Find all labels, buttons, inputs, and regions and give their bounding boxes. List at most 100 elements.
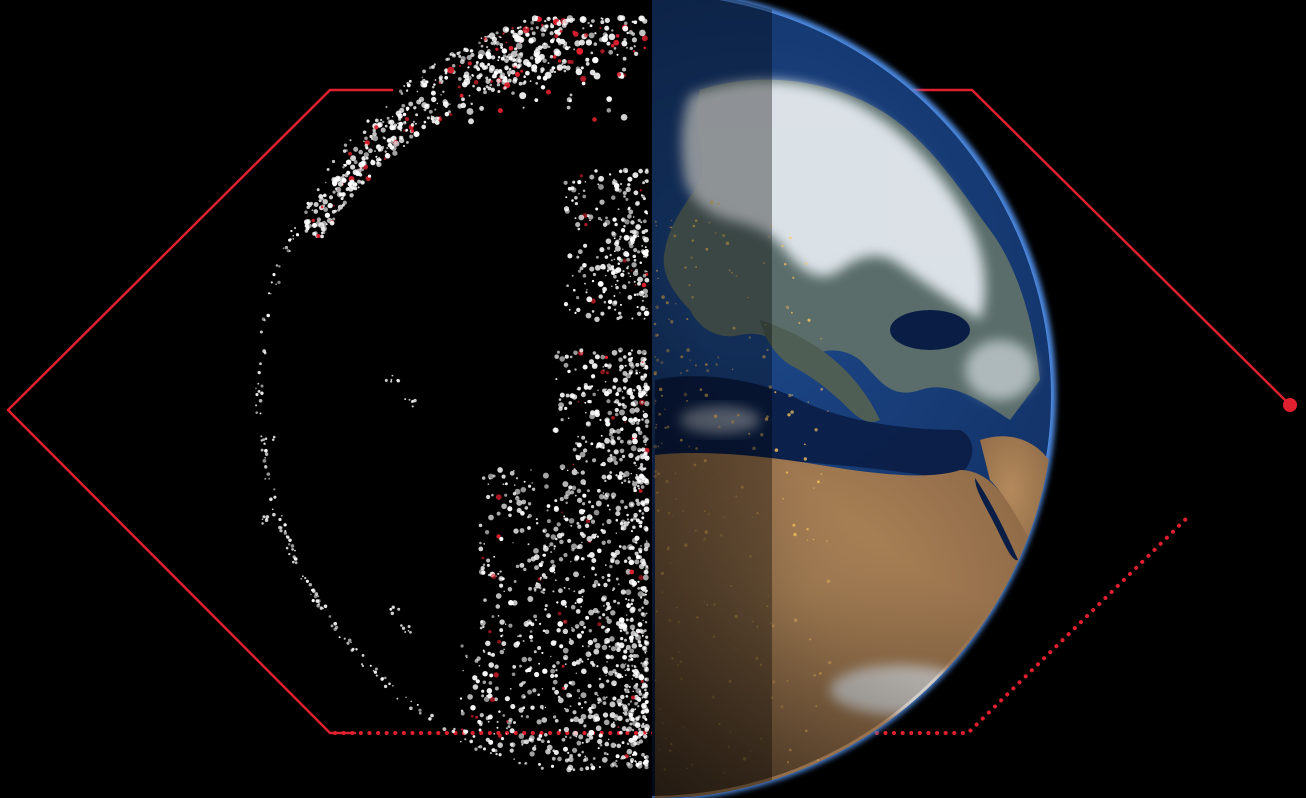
- city-light: [816, 759, 819, 762]
- cloud-point: [614, 245, 621, 252]
- cloud-point: [288, 250, 291, 253]
- cloud-point: [578, 192, 580, 195]
- cloud-point: [637, 487, 641, 490]
- cloud-point: [482, 563, 486, 567]
- cloud-point: [645, 732, 648, 735]
- cloud-point: [609, 454, 613, 457]
- cloud-point: [640, 724, 645, 729]
- cloud-point: [641, 645, 643, 647]
- cloud-point: [587, 385, 592, 390]
- cloud-point: [616, 743, 622, 749]
- cloud-point: [638, 489, 643, 493]
- cloud-point: [590, 519, 596, 524]
- cloud-point: [518, 634, 522, 638]
- cloud-point: [639, 465, 644, 471]
- cloud-point: [594, 691, 598, 696]
- cloud-point: [606, 399, 611, 404]
- cloud-point: [612, 217, 617, 222]
- cloud-point: [641, 449, 644, 452]
- cloud-point: [504, 66, 509, 71]
- cloud-point: [540, 590, 544, 594]
- cloud-point: [574, 494, 577, 497]
- cloud-point: [610, 551, 615, 557]
- cloud-point: [587, 658, 590, 661]
- cloud-point: [642, 722, 645, 725]
- cloud-point: [585, 62, 590, 66]
- cloud-point: [442, 90, 445, 94]
- cloud-point: [552, 749, 555, 752]
- cloud-point: [280, 514, 283, 517]
- cloud-point: [643, 755, 647, 759]
- cloud-point: [410, 400, 414, 404]
- cloud-point: [460, 102, 467, 109]
- cloud-point: [259, 362, 262, 366]
- cloud-point: [604, 380, 607, 383]
- cloud-point: [290, 544, 295, 548]
- cloud-point: [578, 697, 581, 699]
- cloud-point: [599, 494, 605, 500]
- cloud-point: [636, 385, 641, 390]
- cloud-point: [316, 188, 320, 192]
- cloud-point: [601, 757, 608, 763]
- cloud-point: [338, 636, 341, 639]
- cloud-point: [633, 694, 639, 700]
- cloud-point: [615, 285, 619, 290]
- cloud-point: [497, 89, 501, 94]
- cloud-point: [559, 29, 563, 33]
- cloud-point: [568, 488, 571, 492]
- cloud-point: [605, 274, 607, 277]
- cloud-point: [585, 312, 592, 319]
- cloud-point: [596, 488, 601, 493]
- cloud-point: [624, 415, 626, 418]
- cloud-point: [323, 207, 328, 212]
- cloud-point: [523, 695, 526, 699]
- cloud-point: [638, 644, 642, 648]
- cloud-point: [343, 637, 346, 640]
- cloud-point: [612, 669, 617, 674]
- cloud-point: [561, 468, 563, 471]
- cloud-point: [472, 684, 479, 690]
- cloud-point: [634, 407, 640, 413]
- cloud-point: [615, 664, 619, 668]
- cloud-point: [516, 507, 522, 514]
- cloud-point: [520, 510, 525, 516]
- cloud-point: [469, 739, 474, 744]
- cloud-point: [428, 66, 432, 70]
- cloud-point: [607, 306, 611, 310]
- cloud-point: [575, 455, 581, 461]
- cloud-point: [579, 620, 585, 627]
- cloud-point: [498, 575, 504, 582]
- cloud-point: [546, 519, 551, 524]
- cloud-point: [552, 679, 558, 685]
- cloud-point: [512, 469, 515, 472]
- cloud-point: [568, 587, 571, 590]
- cloud-point: [624, 169, 628, 173]
- cloud-point: [542, 576, 546, 579]
- cloud-point: [602, 696, 607, 701]
- cloud-point: [255, 393, 259, 397]
- cloud-point: [459, 93, 464, 98]
- cloud-point: [479, 62, 485, 68]
- cloud-point: [559, 464, 566, 470]
- cloud-point: [585, 57, 590, 62]
- cloud-point: [531, 487, 536, 491]
- cloud-point: [535, 26, 539, 30]
- cloud-point: [576, 442, 582, 448]
- cloud-point: [602, 604, 605, 607]
- cloud-point: [625, 718, 630, 723]
- cloud-point: [264, 452, 269, 457]
- cloud-point: [591, 703, 597, 709]
- cloud-point: [617, 262, 621, 266]
- cloud-point: [595, 533, 597, 536]
- cloud-point: [620, 589, 626, 595]
- cloud-point: [616, 316, 620, 321]
- cloud-point: [605, 696, 608, 699]
- cloud-point: [581, 750, 584, 754]
- cloud-point: [593, 42, 598, 46]
- cloud-point: [494, 697, 498, 702]
- cloud-point: [621, 703, 624, 706]
- cloud-point: [557, 28, 561, 32]
- cloud-point: [384, 124, 388, 128]
- cloud-point: [457, 77, 462, 81]
- cloud-point: [576, 497, 583, 503]
